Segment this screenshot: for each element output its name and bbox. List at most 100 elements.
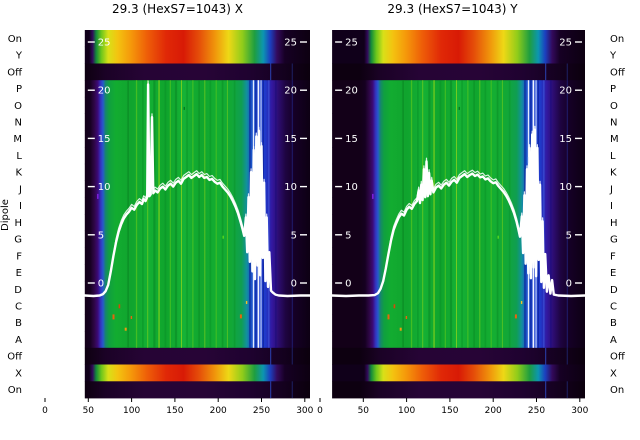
heatmap-row-x-20 xyxy=(332,364,585,382)
heatmap-speckle xyxy=(130,316,133,319)
value-tick-label-right: 0 xyxy=(566,279,572,290)
heatmap-stripe xyxy=(417,80,419,348)
heatmap-stripe xyxy=(174,80,178,348)
value-tick-label-left: 0 xyxy=(98,279,104,290)
value-tick-label-left: 10 xyxy=(98,182,111,193)
value-tick-label-left: 20 xyxy=(345,86,358,97)
row-label-left: B xyxy=(15,318,22,329)
heatmap-row-on-0 xyxy=(84,30,310,48)
heatmap-stripe xyxy=(428,80,431,348)
value-tick-label-right: 5 xyxy=(566,230,572,241)
row-label-left: On xyxy=(8,34,22,45)
row-label-left: Y xyxy=(15,51,23,62)
x-tick-label: 100 xyxy=(398,406,415,416)
row-label-right: K xyxy=(610,168,617,179)
row-label-left: O xyxy=(14,101,22,112)
heatmap-stripe xyxy=(439,80,442,348)
heatmap-stripe-dark xyxy=(270,63,272,81)
heatmap-stripe xyxy=(467,80,469,348)
row-label-left: M xyxy=(13,134,22,145)
heatmap-stripe xyxy=(135,80,138,348)
value-tick-label-right: 25 xyxy=(284,38,297,49)
heatmap-row-n-5 xyxy=(332,113,585,131)
heatmap-row-k-8 xyxy=(332,163,585,181)
row-label-right: E xyxy=(610,268,616,279)
x-tick-label: 250 xyxy=(528,406,545,416)
value-tick-label-left: 15 xyxy=(345,134,358,145)
heatmap-row-off-2 xyxy=(332,63,585,81)
heatmap-stripe xyxy=(192,80,194,348)
row-label-right: H xyxy=(610,218,618,229)
heatmap-stripe xyxy=(147,80,149,348)
x-tick-label: 0 xyxy=(42,406,48,416)
heatmap-speckle xyxy=(497,235,499,239)
value-tick-label-left: 10 xyxy=(345,182,358,193)
heatmap-speckle xyxy=(520,301,523,304)
value-tick-label-right: 0 xyxy=(291,279,297,290)
heatmap-stripe xyxy=(158,80,160,348)
heatmap-stripe xyxy=(164,80,167,348)
row-label-right: P xyxy=(610,84,616,95)
heatmap-row-i-10 xyxy=(332,197,585,215)
heatmap-row-j-9 xyxy=(332,180,585,198)
heatmap-stripe xyxy=(268,80,270,348)
heatmap-stripe xyxy=(456,80,457,348)
row-label-left: N xyxy=(15,118,22,129)
heatmap-speckle xyxy=(97,193,99,199)
row-label-right: Off xyxy=(610,67,626,78)
heatmap-row-y-1 xyxy=(332,46,585,64)
row-label-right: N xyxy=(610,118,617,129)
heatmap-stripe xyxy=(204,80,206,348)
heatmap-row-off-2 xyxy=(84,63,310,81)
panel-title-right: 29.3 (HexS7=1043) Y xyxy=(387,2,518,16)
heatmap-stripe xyxy=(496,80,499,348)
heatmap-speckle xyxy=(514,314,517,319)
row-label-left: L xyxy=(16,151,22,162)
heatmap-stripe xyxy=(221,80,224,348)
x-tick-label: 250 xyxy=(253,406,270,416)
row-label-left: E xyxy=(16,268,22,279)
heatmap-row-b-17 xyxy=(332,314,585,332)
heatmap-stripe xyxy=(215,80,217,348)
heatmap-row-off-19 xyxy=(84,347,310,365)
heatmap-row-e-14 xyxy=(332,264,585,282)
x-tick-label: 300 xyxy=(571,406,588,416)
heatmap-row-h-11 xyxy=(332,214,585,232)
x-tick-label: 100 xyxy=(123,406,140,416)
heatmap-stripe xyxy=(198,80,200,348)
heatmap-speckle xyxy=(387,314,390,320)
heatmap-speckle xyxy=(183,106,185,110)
heatmap-row-p-3 xyxy=(332,80,585,98)
row-label-right: On xyxy=(610,34,624,45)
heatmap-stripe-dark xyxy=(545,347,547,365)
value-tick-label-left: 20 xyxy=(98,86,111,97)
value-tick-label-right: 10 xyxy=(559,182,572,193)
heatmap-row-m-6 xyxy=(332,130,585,148)
heatmap-stripe xyxy=(550,80,552,348)
panel-title-left: 29.3 (HexS7=1043) X xyxy=(111,2,244,16)
heatmap-stripe xyxy=(449,80,453,348)
heatmap-stripe xyxy=(209,80,212,348)
heatmap-stripe xyxy=(508,80,511,348)
heatmap-stripe-dark xyxy=(270,381,272,398)
row-label-right: A xyxy=(610,335,617,346)
value-tick-label-left: 15 xyxy=(98,134,111,145)
heatmap-stripe-dark xyxy=(566,63,568,81)
heatmap-speckle xyxy=(239,314,242,319)
value-tick-label-right: 5 xyxy=(291,230,297,241)
heatmap-stripe-dark xyxy=(545,381,547,398)
heatmap-row-f-13 xyxy=(332,247,585,265)
row-label-right: X xyxy=(610,368,617,379)
value-tick-label-right: 15 xyxy=(284,134,297,145)
heatmap-stripe xyxy=(501,80,503,348)
row-label-right: F xyxy=(610,251,616,262)
row-label-right: M xyxy=(610,134,619,145)
row-label-left: X xyxy=(15,368,22,379)
row-label-right: D xyxy=(610,285,618,296)
value-tick-label-left: 5 xyxy=(345,230,351,241)
x-tick-label: 50 xyxy=(83,406,95,416)
value-tick-label-left: 5 xyxy=(98,230,104,241)
